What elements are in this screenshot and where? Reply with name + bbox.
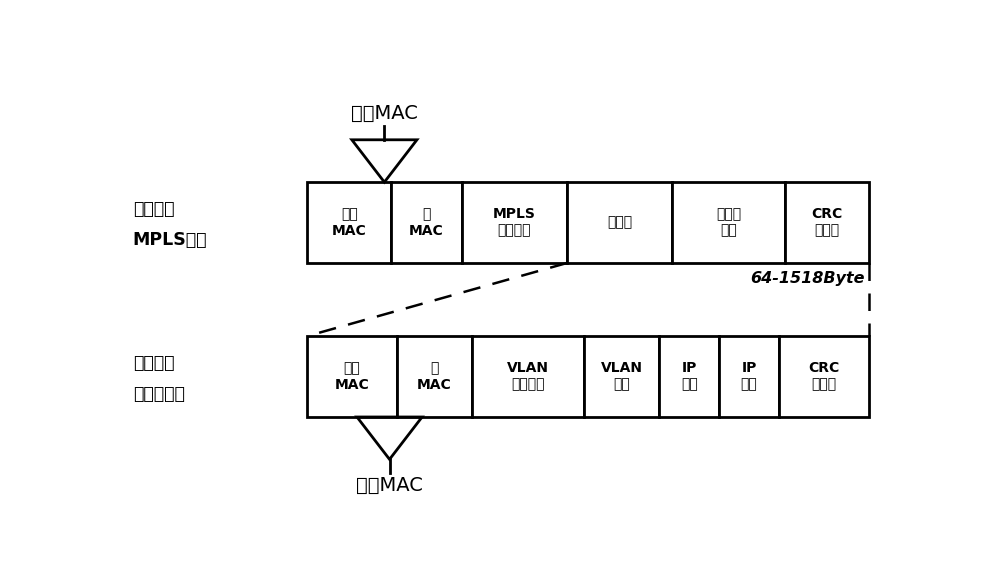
Bar bbox=[719, 336, 779, 417]
Text: VLAN
标签: VLAN 标签 bbox=[601, 361, 643, 392]
Text: 源
MAC: 源 MAC bbox=[409, 207, 444, 238]
Text: 外层MAC: 外层MAC bbox=[351, 104, 418, 123]
Text: VLAN
标签类型: VLAN 标签类型 bbox=[507, 361, 549, 392]
Text: CRC
校验位: CRC 校验位 bbox=[808, 361, 840, 392]
Text: MPLS
标签类型: MPLS 标签类型 bbox=[493, 207, 536, 238]
Text: MPLS报文: MPLS报文 bbox=[133, 231, 207, 249]
Text: 目的
MAC: 目的 MAC bbox=[335, 361, 369, 392]
Bar bbox=[462, 182, 567, 263]
Bar bbox=[785, 182, 869, 263]
Text: 线路接口: 线路接口 bbox=[133, 200, 174, 218]
Bar bbox=[307, 336, 397, 417]
Bar bbox=[307, 182, 391, 263]
Text: 64-1518Byte: 64-1518Byte bbox=[751, 271, 865, 285]
Text: 目的
MAC: 目的 MAC bbox=[332, 207, 367, 238]
Text: 背板接口: 背板接口 bbox=[133, 354, 174, 372]
Bar bbox=[472, 336, 584, 417]
Bar bbox=[567, 182, 672, 263]
Text: CRC
校验位: CRC 校验位 bbox=[811, 207, 842, 238]
Text: 以太网
报文: 以太网 报文 bbox=[716, 207, 741, 238]
Text: 源
MAC: 源 MAC bbox=[417, 361, 452, 392]
Bar bbox=[397, 336, 472, 417]
Bar bbox=[584, 336, 659, 417]
Bar bbox=[391, 182, 462, 263]
Text: IP
类型: IP 类型 bbox=[681, 361, 698, 392]
Text: 以太网报文: 以太网报文 bbox=[133, 385, 185, 403]
Text: 内层MAC: 内层MAC bbox=[356, 476, 423, 495]
Text: 控制字: 控制字 bbox=[607, 216, 632, 229]
Bar bbox=[779, 336, 869, 417]
Bar bbox=[672, 182, 785, 263]
Text: IP
字段: IP 字段 bbox=[741, 361, 758, 392]
Bar bbox=[659, 336, 719, 417]
